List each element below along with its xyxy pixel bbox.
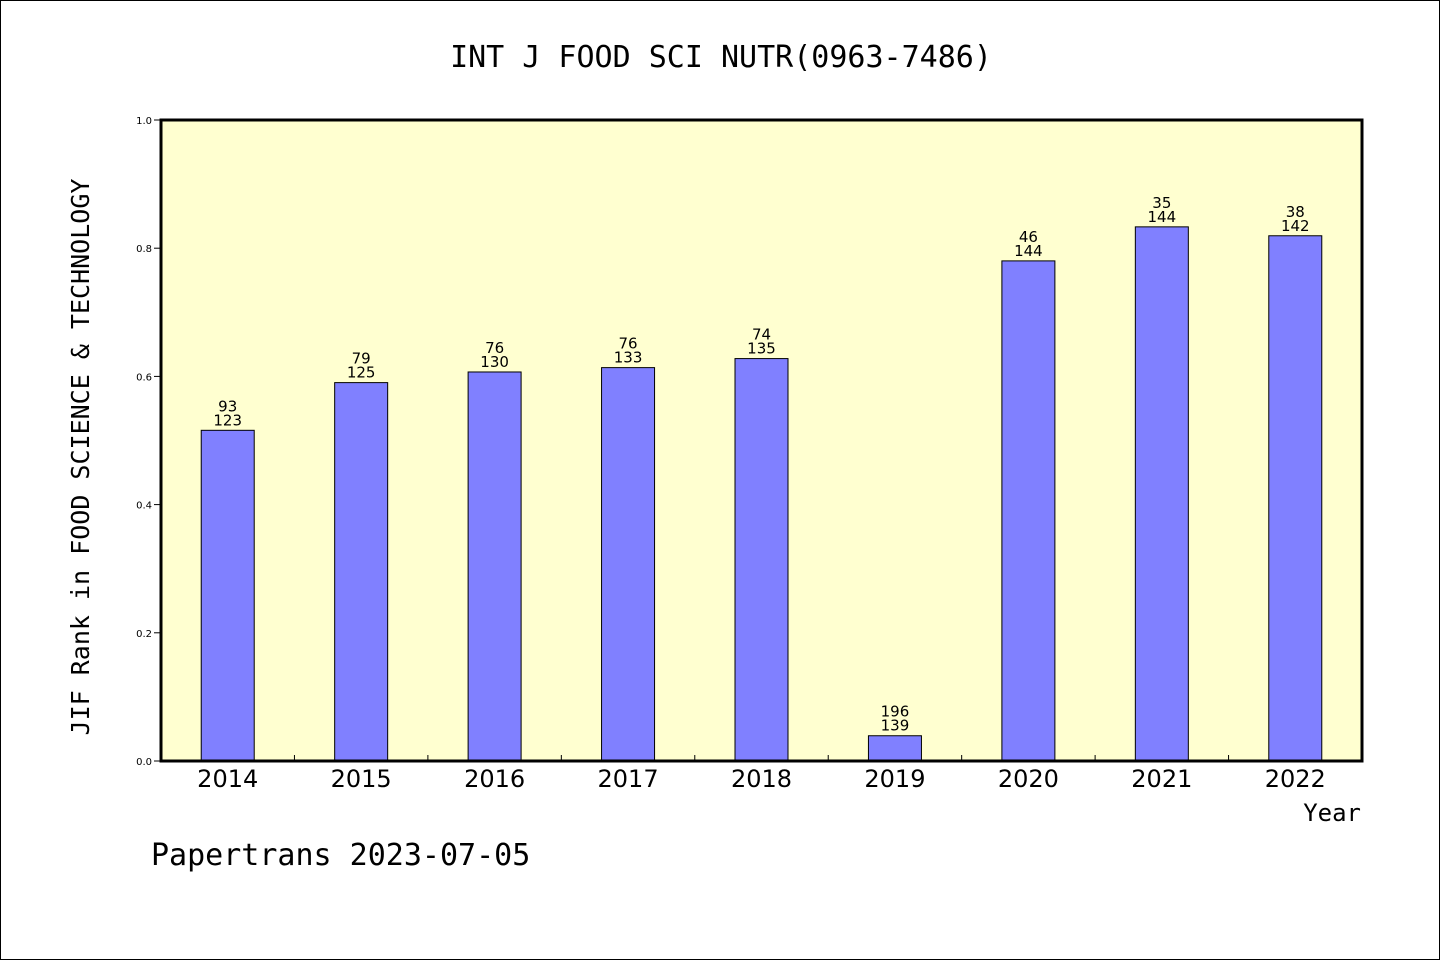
- bar-total-label: 144: [1014, 242, 1043, 260]
- x-tick-label: 2014: [197, 765, 258, 793]
- bar-rank-label: 74: [752, 326, 771, 344]
- bar: [467, 371, 522, 762]
- y-tick-label: 1.0: [136, 116, 152, 127]
- plot-frame: [159, 118, 1364, 763]
- bar-rank-label: 76: [619, 335, 638, 353]
- bar-total-label: 135: [747, 340, 776, 358]
- bar-rank-label: 35: [1152, 194, 1171, 212]
- bar-total-label: 142: [1281, 217, 1310, 235]
- bar-rank-label: 196: [881, 703, 910, 721]
- x-tick-label: 2019: [864, 765, 925, 793]
- bar-rank-label: 93: [218, 397, 237, 415]
- bar-total-label: 139: [881, 717, 910, 735]
- y-tick-label: 0.4: [136, 501, 152, 512]
- bar-total-label: 133: [614, 349, 643, 367]
- bar: [334, 382, 389, 762]
- x-tick-label: 2022: [1265, 765, 1326, 793]
- x-tick-label: 2021: [1131, 765, 1192, 793]
- x-tick-label: 2015: [331, 765, 392, 793]
- y-tick-label: 0.0: [136, 757, 152, 768]
- bar-total-label: 130: [480, 353, 509, 371]
- bar-rank-label: 38: [1286, 203, 1305, 221]
- x-tick-label: 2016: [464, 765, 525, 793]
- x-axis-label: Year: [1303, 799, 1361, 827]
- x-tick-label: 2020: [998, 765, 1059, 793]
- bar: [867, 735, 922, 762]
- x-tick-label: 2017: [598, 765, 659, 793]
- y-tick-label: 0.6: [136, 372, 152, 383]
- bar-total-label: 125: [347, 364, 376, 382]
- bar-total-label: 144: [1148, 208, 1177, 226]
- bar: [1134, 226, 1189, 762]
- bar: [1001, 260, 1056, 762]
- y-tick-label: 0.8: [136, 244, 152, 255]
- y-axis-label: JIF Rank in FOOD SCIENCE & TECHNOLOGY: [66, 179, 95, 736]
- bar-rank-label: 46: [1019, 228, 1038, 246]
- bar-rank-label: 76: [485, 339, 504, 357]
- y-tick-label: 0.2: [136, 629, 152, 640]
- bar: [200, 429, 255, 762]
- x-tick-label: 2018: [731, 765, 792, 793]
- bar-rank-label: 79: [352, 350, 371, 368]
- bar-total-label: 123: [213, 411, 242, 429]
- chart-title: INT J FOOD SCI NUTR(0963-7486): [450, 40, 992, 75]
- footer-text: Papertrans 2023-07-05: [151, 838, 530, 873]
- bar: [734, 358, 789, 762]
- bar: [1268, 235, 1323, 762]
- bar: [601, 367, 656, 762]
